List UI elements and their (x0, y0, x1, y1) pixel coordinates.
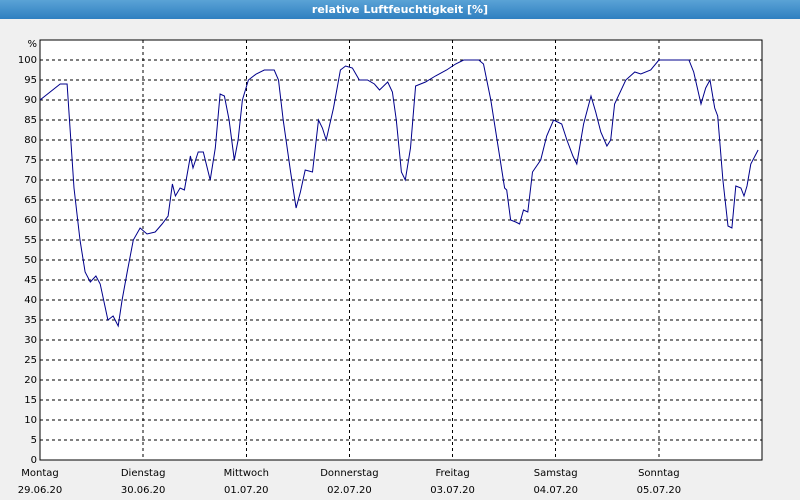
x-tick-label: Dienstag (121, 468, 166, 479)
y-tick-label: 60 (24, 215, 37, 226)
y-tick-label: 35 (24, 315, 37, 326)
x-tick-date: 03.07.20 (430, 485, 475, 496)
chart-title: relative Luftfeuchtigkeit [%] (312, 3, 488, 16)
title-bar (0, 0, 800, 19)
plot-area (39, 39, 763, 461)
x-tick-label: Montag (21, 468, 58, 479)
y-tick-label: 50 (24, 255, 37, 266)
data-line (39, 59, 759, 328)
y-tick-label: 80 (24, 135, 37, 146)
x-tick-label: Sonntag (638, 468, 680, 479)
y-tick-label: 0 (31, 455, 37, 466)
y-tick-label: 95 (24, 75, 37, 86)
x-tick-label: Samstag (534, 468, 578, 479)
y-tick-label: 15 (24, 395, 37, 406)
y-tick-label: 40 (24, 295, 37, 306)
y-tick-label: 5 (31, 435, 37, 446)
y-tick-label: 85 (24, 115, 37, 126)
x-tick-date: 29.06.20 (18, 485, 63, 496)
y-tick-label: 75 (24, 155, 37, 166)
x-tick-date: 05.07.20 (637, 485, 682, 496)
x-tick-label: Freitag (435, 468, 469, 479)
x-tick-date: 02.07.20 (327, 485, 372, 496)
y-tick-label: 65 (24, 195, 37, 206)
y-tick-label: 20 (24, 375, 37, 386)
y-tick-label: 90 (24, 95, 37, 106)
y-tick-label: 10 (24, 415, 37, 426)
x-tick-label: Donnerstag (320, 468, 378, 479)
y-tick-label: 55 (24, 235, 37, 246)
y-tick-label: 45 (24, 275, 37, 286)
x-tick-date: 30.06.20 (121, 485, 166, 496)
y-tick-label: 30 (24, 335, 37, 346)
x-tick-date: 04.07.20 (533, 485, 578, 496)
y-tick-label: 70 (24, 175, 37, 186)
y-unit: % (27, 39, 37, 50)
y-tick-label: 100 (18, 55, 37, 66)
x-tick-date: 01.07.20 (224, 485, 269, 496)
y-tick-label: 25 (24, 355, 37, 366)
x-tick-label: Mittwoch (224, 468, 269, 479)
